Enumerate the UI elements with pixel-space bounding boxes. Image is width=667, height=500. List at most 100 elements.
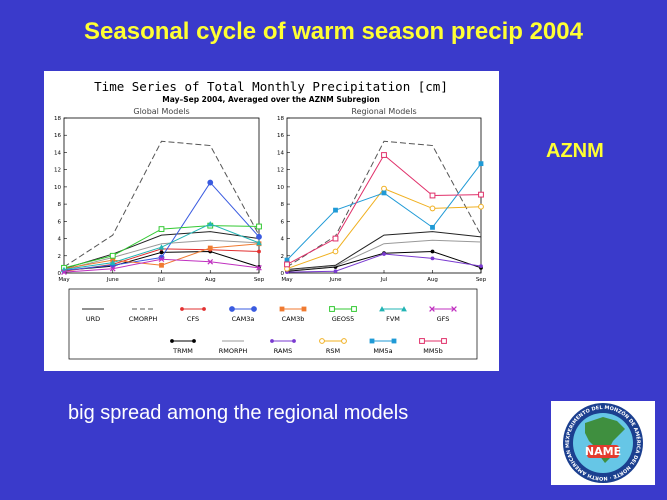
x-tick-label: June xyxy=(329,277,343,283)
north-america-icon xyxy=(585,417,625,463)
series-line-cmorph xyxy=(63,140,260,268)
point-gfs xyxy=(61,269,67,275)
name-logo: EXPERIMENTO DEL MONZÓN DE AMÉRICA DEL NO… xyxy=(551,401,655,485)
point-geos5 xyxy=(109,252,116,259)
point-trmm xyxy=(430,249,435,254)
point-gfs xyxy=(256,265,262,271)
legend-label: CAM3a xyxy=(232,315,255,323)
legend-label: CAM3b xyxy=(282,315,305,323)
y-tick-label: 12 xyxy=(54,168,61,174)
point-fvm xyxy=(158,244,165,250)
y-tick-label: 0 xyxy=(58,271,62,277)
slide-title: Seasonal cycle of warm season precip 200… xyxy=(84,18,583,45)
legend-item-gfs: GFS xyxy=(429,306,457,323)
legend-label: MM5a xyxy=(373,347,392,355)
legend-marker xyxy=(192,339,196,343)
y-tick-label: 16 xyxy=(54,133,61,139)
y-tick-label: 2 xyxy=(58,254,62,260)
series-line-mm5b xyxy=(286,154,482,265)
region-label: AZNM xyxy=(546,140,604,162)
point-gfs xyxy=(158,256,165,263)
legend-item-rams: RAMS xyxy=(270,339,296,355)
panel-regional-models: Regional Models 0 2 4 6 8 10 12 14 16 18 May June Jul… xyxy=(277,107,487,283)
y-tick-label: 10 xyxy=(277,185,284,191)
series-line-mm5a xyxy=(286,163,482,261)
slide-caption: big spread among the regional models xyxy=(68,402,409,424)
panels-layer: Global Models 0 2 4 6 8 10 12 14 16 18 May June Jul Au… xyxy=(54,107,487,283)
series-line-rams xyxy=(286,253,482,273)
legend-item-trmm: TRMM xyxy=(170,339,196,355)
legend-marker xyxy=(319,338,325,344)
legend-label: GEOS5 xyxy=(332,315,355,323)
point-gfs xyxy=(207,258,214,265)
point-mm5a xyxy=(381,190,387,196)
legend-label: RSM xyxy=(326,347,340,355)
x-tick-label: Sep xyxy=(476,277,487,283)
legend-item-cfs: CFS xyxy=(180,307,206,323)
legend-marker xyxy=(351,306,357,312)
y-tick-label: 4 xyxy=(281,237,285,243)
x-tick-label: Aug xyxy=(427,277,438,283)
series-line-rsm xyxy=(286,188,482,270)
legend-marker xyxy=(229,306,235,312)
y-tick-label: 12 xyxy=(277,168,284,174)
point-mm5a xyxy=(284,257,290,263)
series-line-rmorph xyxy=(63,239,260,271)
point-fvm xyxy=(109,259,116,266)
x-tick-label: May xyxy=(58,277,70,283)
legend-item-cmorph: CMORPH xyxy=(129,308,157,323)
point-cam3a xyxy=(207,179,214,186)
point-geos5 xyxy=(158,226,165,232)
chart-subtitle: May–Sep 2004, Averaged over the AZNM Sub… xyxy=(162,95,379,104)
legend-item-mm5b: MM5b xyxy=(419,338,447,355)
legend-item-cam3a: CAM3a xyxy=(229,306,257,323)
legend-label: RAMS xyxy=(274,347,292,355)
y-tick-label: 6 xyxy=(281,219,285,225)
legend-label: MM5b xyxy=(423,347,442,355)
point-geos5 xyxy=(256,223,262,230)
y-tick-label: 4 xyxy=(58,237,62,243)
x-tick-label: Sep xyxy=(254,277,265,283)
point-mm5b xyxy=(284,261,290,268)
point-rsm xyxy=(332,248,339,255)
series-rmorph xyxy=(286,239,482,271)
y-tick-label: 14 xyxy=(54,150,61,156)
legend-marker xyxy=(401,306,407,312)
legend-label: RMORPH xyxy=(219,347,248,355)
legend-item-rsm: RSM xyxy=(319,338,347,355)
legend-marker xyxy=(441,338,447,344)
legend-marker xyxy=(251,306,257,312)
point-rsm xyxy=(429,205,436,212)
legend-frame xyxy=(68,288,478,360)
panel-title: Regional Models xyxy=(351,107,416,116)
point-gfs xyxy=(109,265,116,272)
y-tick-label: 16 xyxy=(277,133,284,139)
series-line-rmorph xyxy=(286,239,482,271)
name-logo-emblem: EXPERIMENTO DEL MONZÓN DE AMÉRICA DEL NO… xyxy=(551,401,643,483)
legend-marker xyxy=(369,338,375,344)
series-cmorph xyxy=(63,140,260,268)
legend-marker xyxy=(451,306,457,312)
y-tick-label: 0 xyxy=(281,271,285,277)
x-tick-label: June xyxy=(106,277,120,283)
chart-title: Time Series of Total Monthly Precipitati… xyxy=(94,79,448,94)
precipitation-chart: Time Series of Total Monthly Precipitati… xyxy=(54,79,487,360)
y-tick-label: 18 xyxy=(54,116,61,122)
legend-marker xyxy=(270,339,274,343)
series-line-urd xyxy=(63,231,260,270)
logo-center-band xyxy=(587,445,619,458)
legend-label: TRMM xyxy=(172,347,193,355)
legend-item-urd: URD xyxy=(82,308,104,323)
y-tick-label: 14 xyxy=(277,150,284,156)
point-mm5b xyxy=(478,191,484,198)
point-cam3a xyxy=(256,233,262,240)
series-cmorph xyxy=(286,140,482,268)
legend-marker xyxy=(329,306,335,312)
legend-label: CFS xyxy=(187,315,199,323)
point-mm5a xyxy=(430,224,435,230)
y-tick-label: 18 xyxy=(277,116,284,122)
legend-item-geos5: GEOS5 xyxy=(329,306,357,323)
series-urd xyxy=(63,231,260,270)
point-mm5b xyxy=(332,235,339,242)
logo-center-text: NAME xyxy=(585,445,621,458)
